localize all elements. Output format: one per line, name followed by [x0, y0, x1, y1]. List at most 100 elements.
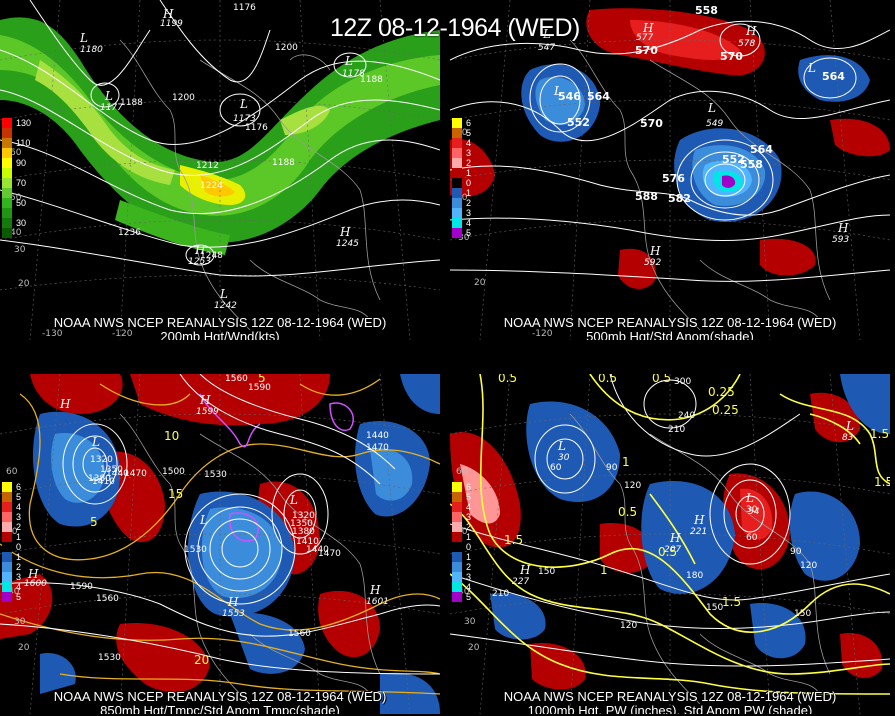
legend-swatch [452, 148, 462, 158]
pressure-centers: H 1199 L 1180 L 1177 L 1173 L 1178 H 124… [79, 7, 365, 311]
svg-text:40: 40 [8, 587, 20, 597]
svg-text:120: 120 [800, 561, 817, 571]
legend-swatch [2, 512, 12, 522]
svg-text:578: 578 [738, 39, 755, 49]
contour-label: 570 [640, 117, 663, 130]
svg-text:1530: 1530 [184, 545, 207, 555]
svg-text:1350: 1350 [100, 465, 123, 475]
center-value: 1245 [336, 239, 359, 249]
contour-label: 1176 [245, 123, 268, 133]
svg-text:592: 592 [644, 258, 661, 268]
svg-text:1470: 1470 [124, 469, 147, 479]
legend-label: 6 [466, 482, 472, 492]
svg-text:30: 30 [14, 245, 26, 255]
anomaly-positive [30, 374, 123, 414]
legend-swatch [452, 512, 462, 522]
contour-label: 1200 [172, 93, 195, 103]
panel-850mb-height-temp-anomaly: 1560 1590 1320 1350 1380 1410 1440 1470 … [0, 374, 440, 714]
svg-text:60: 60 [456, 467, 468, 477]
svg-text:15: 15 [168, 487, 183, 501]
contour-label: 564 [587, 90, 610, 103]
svg-text:90: 90 [606, 463, 618, 473]
legend-label: 5 [466, 592, 472, 602]
high-center-symbol: H [194, 243, 206, 257]
svg-text:1: 1 [622, 455, 630, 469]
svg-text:40: 40 [458, 587, 470, 597]
height-contours [0, 374, 440, 675]
svg-text:1440: 1440 [366, 431, 389, 441]
pressure-centers: L 30 L 54 H 227 H 221 H 207 L 83 [512, 419, 854, 587]
coastlines [569, 39, 831, 331]
legend-swatch [2, 148, 12, 158]
contour-label: 564 [750, 143, 773, 156]
high-center-symbol: H [339, 225, 351, 239]
svg-text:1380: 1380 [88, 474, 111, 484]
svg-text:0.25: 0.25 [712, 403, 739, 417]
contour-label: 1212 [196, 161, 219, 171]
svg-text:60: 60 [10, 148, 22, 158]
lat-labels: 60 50 40 30 20 -130 -120 [10, 148, 133, 339]
anomaly-negative [526, 401, 620, 502]
anomaly-positive [318, 590, 380, 658]
svg-text:-120: -120 [112, 329, 133, 339]
svg-text:20: 20 [194, 653, 209, 667]
anomaly-negative [535, 76, 585, 125]
panel-caption-source: NOAA NWS NCEP REANALYSIS 12Z 08-12-1964 … [503, 689, 837, 704]
legend-label: 2 [466, 158, 472, 168]
legend-label: 3 [466, 512, 472, 522]
anomaly-positive [840, 633, 883, 679]
svg-text:1599: 1599 [196, 407, 219, 417]
contour-label: 1176 [233, 3, 256, 13]
low-center-symbol: L [219, 287, 228, 301]
lat-lon-grid [0, 374, 440, 714]
svg-text:1320: 1320 [292, 511, 315, 521]
svg-text:150: 150 [538, 567, 555, 577]
contour-label: 570 [635, 44, 658, 57]
center-value: 1180 [80, 45, 103, 55]
svg-text:1530: 1530 [204, 470, 227, 480]
legend-swatch [452, 562, 462, 572]
svg-text:50: 50 [10, 193, 22, 203]
svg-text:20: 20 [18, 643, 30, 653]
anomaly-positive [530, 643, 586, 690]
legend-swatch [452, 228, 462, 238]
svg-text:1410: 1410 [296, 537, 319, 547]
legend-swatch [2, 178, 12, 188]
legend-label: 1 [466, 552, 472, 562]
legend-label: 2 [16, 522, 22, 532]
legend-swatch [452, 158, 462, 168]
legend-label: 70 [16, 178, 27, 188]
svg-text:1.5: 1.5 [504, 533, 523, 547]
legend-label: 2 [466, 198, 472, 208]
legend-swatch [452, 138, 462, 148]
svg-text:30: 30 [458, 233, 470, 243]
panel-caption-field: 500mb Hgt/Std Anom(shade) [586, 329, 754, 341]
jet-shade-core-west [35, 60, 175, 185]
panel-500mb-height-anomaly: 558 570 570 546 552 564 570 576 582 588 … [450, 0, 890, 340]
low-center-symbol: L [707, 101, 716, 115]
high-center-symbol: H [649, 244, 661, 258]
legend-swatch [2, 138, 12, 148]
legend-swatch [2, 188, 12, 198]
legend-label: 3 [466, 208, 472, 218]
svg-text:1560: 1560 [96, 594, 119, 604]
svg-text:207: 207 [664, 545, 681, 555]
lat-lon-grid [450, 0, 890, 340]
anomaly-negative [380, 672, 440, 714]
legend-swatch [2, 168, 12, 178]
svg-text:L: L [289, 493, 298, 507]
legend-swatch [452, 482, 462, 492]
svg-text:5: 5 [90, 515, 98, 529]
svg-text:1440: 1440 [306, 545, 329, 555]
high-center-symbol: H [837, 221, 849, 235]
svg-text:60: 60 [6, 467, 18, 477]
svg-text:30: 30 [746, 505, 758, 515]
svg-text:1410: 1410 [92, 477, 115, 487]
legend-swatch [2, 492, 12, 502]
center-value: 1253 [188, 257, 211, 267]
anomaly-negative [722, 175, 736, 188]
panel-1000mb-height-pw-anomaly: 300 240 210 60 90 120 150 180 150 210 12… [450, 374, 890, 714]
legend-swatch [2, 208, 12, 218]
svg-text:1.5: 1.5 [874, 475, 890, 489]
anomaly-negative [490, 593, 546, 640]
